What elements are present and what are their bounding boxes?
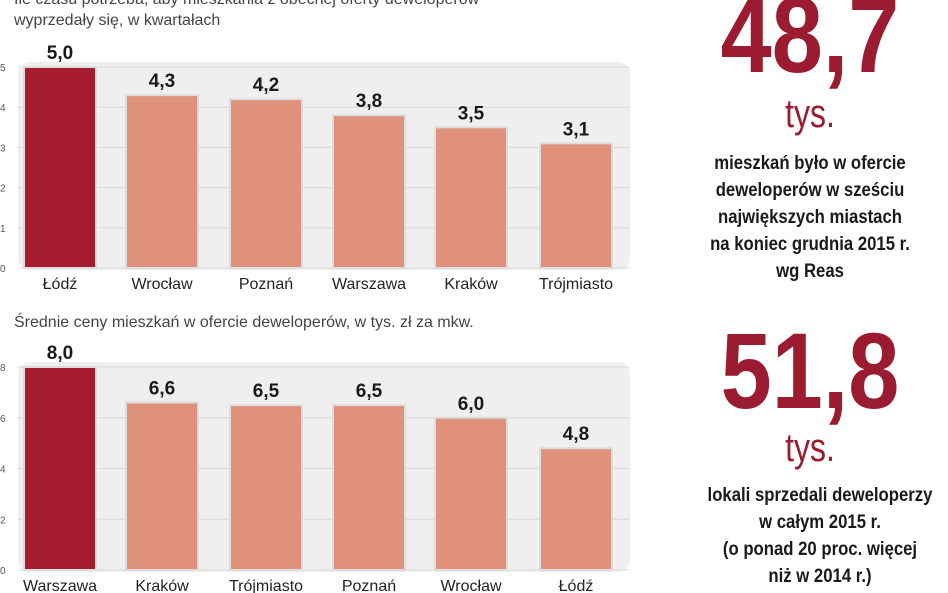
data-label: 3,5 (458, 103, 485, 124)
data-label: 4,8 (563, 424, 589, 445)
x-tick-label: Kraków (135, 578, 189, 593)
x-tick-label: Kraków (444, 276, 498, 293)
bar (229, 98, 303, 269)
stat2-line: w całym 2015 r. (759, 512, 881, 533)
stat1-line: deweloperów w sześciu (715, 180, 905, 201)
bar (332, 404, 406, 571)
x-tick-label: Poznań (342, 578, 396, 593)
x-tick-label: Łódź (43, 276, 78, 293)
data-label: 6,5 (356, 381, 383, 402)
data-label: 3,1 (563, 119, 590, 140)
bar-charts: 0 1 2 3 4 5 5,0 Łódź 4,3 Wrocław 4,2 Poznań 3,8 Warsz… (0, 43, 630, 593)
chart2-subtitle: Średnie ceny mieszkań w ofercie dewelope… (14, 314, 474, 331)
bar (539, 447, 613, 572)
stat1-value: 48,7 (720, 0, 900, 95)
stat2-line: (o ponad 20 proc. więcej (722, 539, 918, 560)
bar (125, 401, 199, 571)
stat2-value: 51,8 (720, 310, 900, 431)
x-tick-label: Trójmiasto (229, 578, 303, 593)
y-tick-label: 4 (0, 465, 6, 476)
x-tick-label: Poznań (239, 276, 293, 293)
stat1-line: wg Reas (776, 261, 844, 282)
chart1-subtitle-line1: Ile czasu potrzeba, aby mieszkania z obe… (14, 0, 479, 9)
stat1-line: największych miastach (717, 207, 903, 228)
y-tick-label: 2 (0, 515, 6, 526)
plot-panel (18, 62, 630, 270)
x-tick-label: Trójmiasto (539, 276, 613, 293)
stat1-line: na koniec grudnia 2015 r. (710, 234, 910, 255)
stat2-line: lokali sprzedali deweloperzy (707, 485, 933, 506)
stat1-description: mieszkań było w ofercie deweloperów w sz… (669, 150, 948, 285)
bar (125, 94, 199, 269)
x-tick-label: Warszawa (23, 578, 97, 593)
x-tick-label: Wrocław (131, 276, 192, 293)
stat2-unit: tys. (785, 426, 835, 470)
stat1-line: mieszkań było w ofercie (714, 153, 906, 174)
y-tick-label: 1 (0, 224, 6, 235)
x-tick-label: Łódź (559, 578, 594, 593)
stat1-unit: tys. (785, 92, 835, 136)
stat2-description: lokali sprzedali deweloperzy w całym 201… (679, 482, 948, 590)
x-tick-label: Warszawa (332, 276, 406, 293)
bar (332, 114, 406, 269)
y-tick-label: 6 (0, 414, 6, 425)
bar (229, 404, 303, 571)
data-label: 5,0 (47, 43, 73, 64)
stat2-line: niż w 2014 r.) (768, 566, 872, 587)
data-label: 6,6 (149, 379, 175, 400)
data-label: 8,0 (47, 343, 73, 364)
data-label: 3,8 (356, 91, 382, 112)
bar (434, 416, 508, 571)
bar (539, 142, 613, 270)
y-tick-label: 4 (0, 103, 6, 114)
y-tick-label: 3 (0, 143, 6, 154)
data-label: 4,3 (149, 71, 175, 92)
y-tick-label: 8 (0, 363, 6, 374)
x-tick-label: Wrocław (440, 578, 501, 593)
plot-panel (18, 362, 630, 572)
data-label: 4,2 (253, 75, 279, 96)
y-tick-label: 0 (0, 264, 6, 275)
data-label: 6,5 (253, 381, 280, 402)
data-label: 6,0 (458, 394, 484, 415)
chart1-subtitle-line2: wyprzedały się, w kwartałach (14, 12, 221, 29)
bar (23, 366, 97, 571)
bar (434, 126, 508, 269)
y-tick-label: 2 (0, 184, 6, 195)
y-tick-label: 0 (0, 566, 6, 577)
y-tick-label: 5 (0, 63, 6, 74)
bar (23, 66, 97, 269)
